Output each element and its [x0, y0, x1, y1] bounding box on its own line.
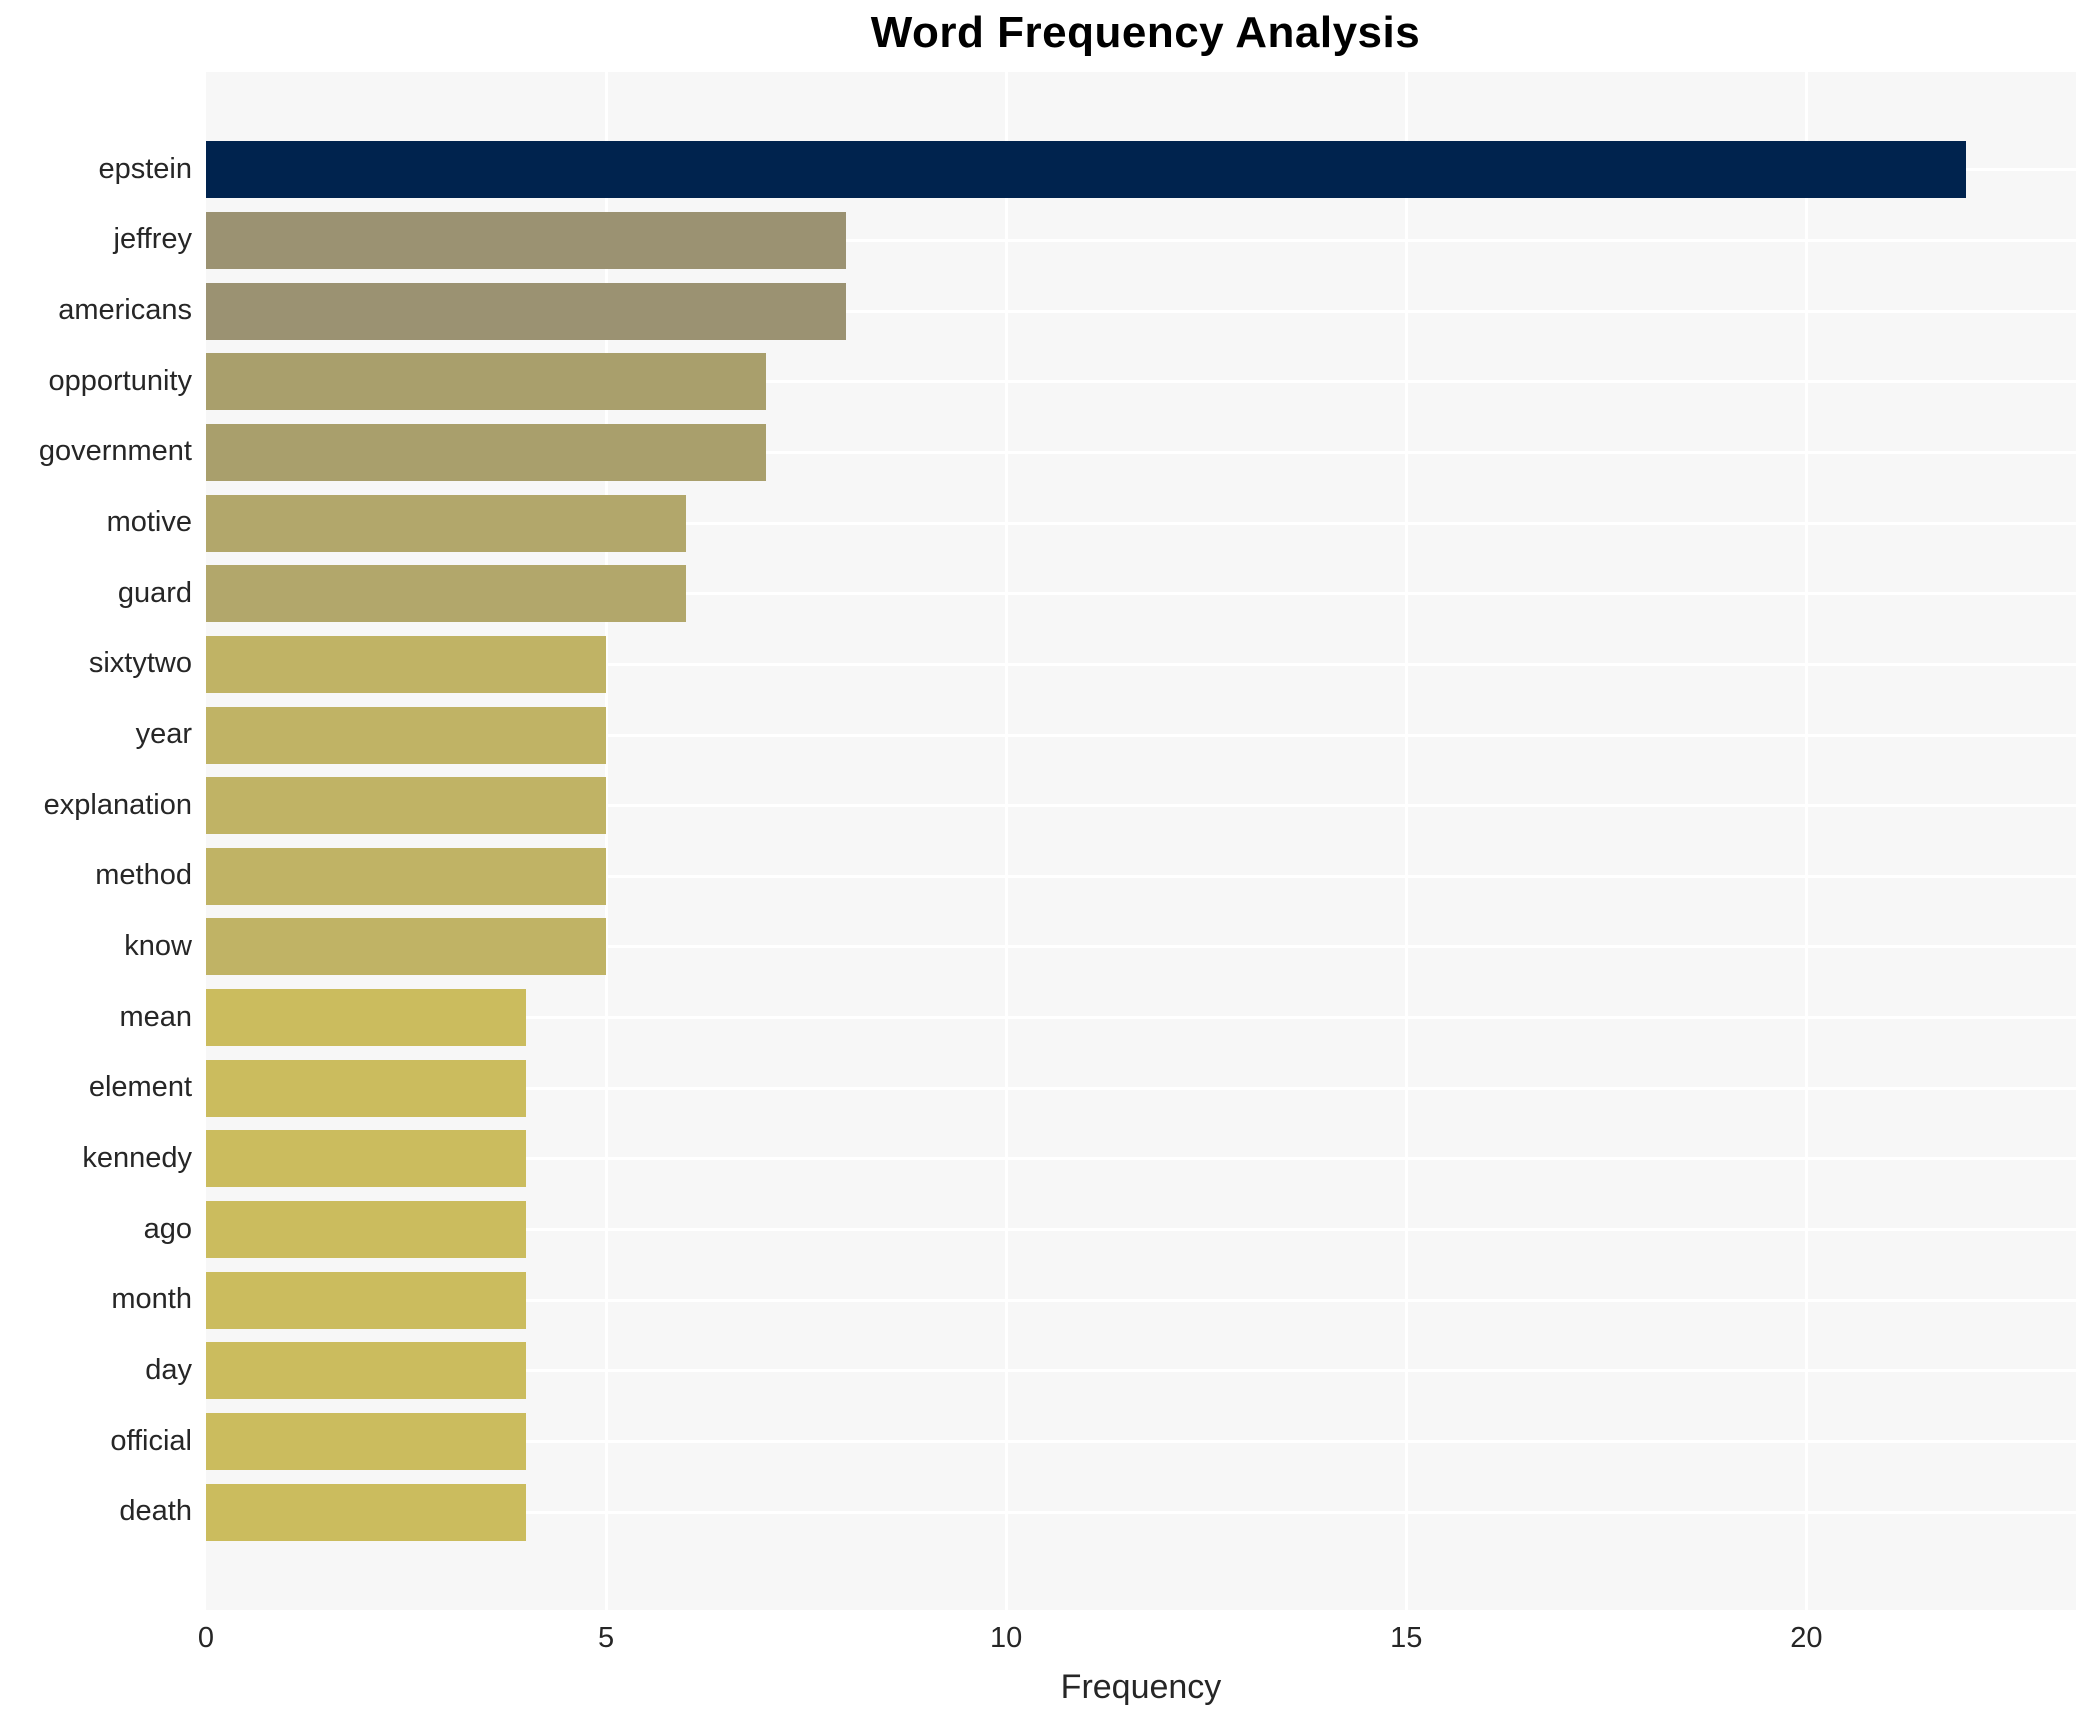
x-gridline — [1404, 72, 1408, 1610]
x-gridline — [1004, 72, 1008, 1610]
bar-day — [206, 1342, 527, 1400]
y-tick-label-sixtytwo: sixtytwo — [88, 647, 192, 680]
bar-guard — [206, 565, 687, 623]
y-gridline — [206, 804, 2076, 808]
y-gridline — [206, 945, 2076, 949]
x-tick-label-20: 20 — [1790, 1622, 1823, 1654]
y-gridline — [206, 521, 2076, 525]
bar-explanation — [206, 777, 607, 835]
bar-element — [206, 1059, 527, 1117]
y-tick-label-opportunity: opportunity — [48, 364, 193, 397]
y-tick-label-day: day — [145, 1353, 192, 1386]
bar-kennedy — [206, 1130, 527, 1188]
bar-ago — [206, 1201, 527, 1259]
y-gridline — [206, 238, 2076, 242]
bar-death — [206, 1483, 527, 1541]
bar-official — [206, 1413, 527, 1471]
y-tick-label-motive: motive — [106, 506, 192, 539]
y-tick-label-death: death — [119, 1495, 192, 1528]
bar-opportunity — [206, 353, 767, 411]
y-gridline — [206, 309, 2076, 313]
bar-month — [206, 1271, 527, 1329]
x-axis-title: Frequency — [1060, 1668, 1222, 1706]
x-gridline — [604, 72, 608, 1610]
y-tick-label-americans: americans — [58, 294, 192, 327]
x-gridline — [1804, 72, 1808, 1610]
bar-americans — [206, 282, 847, 340]
y-tick-label-ago: ago — [143, 1212, 192, 1245]
x-tick-label-5: 5 — [598, 1622, 615, 1654]
bar-government — [206, 423, 767, 481]
y-tick-label-epstein: epstein — [98, 152, 192, 185]
y-tick-label-month: month — [111, 1283, 192, 1316]
y-gridline — [206, 1510, 2076, 1514]
y-gridline — [206, 1440, 2076, 1444]
y-tick-label-official: official — [110, 1424, 192, 1457]
y-gridline — [206, 874, 2076, 878]
x-tick-label-15: 15 — [1390, 1622, 1423, 1654]
plot-area — [206, 72, 2076, 1610]
y-gridline — [206, 1228, 2076, 1232]
bar-epstein — [206, 141, 1967, 199]
chart-title: Word Frequency Analysis — [870, 8, 1421, 57]
y-tick-label-know: know — [124, 929, 192, 962]
bar-mean — [206, 989, 527, 1047]
x-tick-label-10: 10 — [990, 1622, 1023, 1654]
y-tick-label-kennedy: kennedy — [82, 1141, 192, 1174]
y-gridline — [206, 380, 2076, 384]
y-tick-label-method: method — [95, 859, 192, 892]
y-gridline — [206, 662, 2076, 666]
y-tick-label-element: element — [88, 1071, 192, 1104]
y-tick-label-jeffrey: jeffrey — [113, 223, 192, 256]
y-gridline — [206, 733, 2076, 737]
y-gridline — [206, 1157, 2076, 1161]
y-tick-label-year: year — [135, 718, 192, 751]
y-gridline — [206, 1016, 2076, 1020]
y-tick-label-mean: mean — [119, 1000, 192, 1033]
x-tick-label-0: 0 — [197, 1622, 215, 1654]
y-tick-label-government: government — [38, 435, 192, 468]
y-tick-label-explanation: explanation — [43, 788, 192, 821]
y-tick-label-guard: guard — [117, 576, 192, 609]
bar-method — [206, 847, 607, 905]
y-gridline — [206, 1086, 2076, 1090]
bar-sixtytwo — [206, 635, 607, 693]
y-gridline — [206, 450, 2076, 454]
bar-know — [206, 918, 607, 976]
y-gridline — [206, 1369, 2076, 1373]
bar-year — [206, 706, 607, 764]
bar-jeffrey — [206, 211, 847, 269]
y-gridline — [206, 592, 2076, 596]
y-gridline — [206, 1298, 2076, 1302]
bar-motive — [206, 494, 687, 552]
